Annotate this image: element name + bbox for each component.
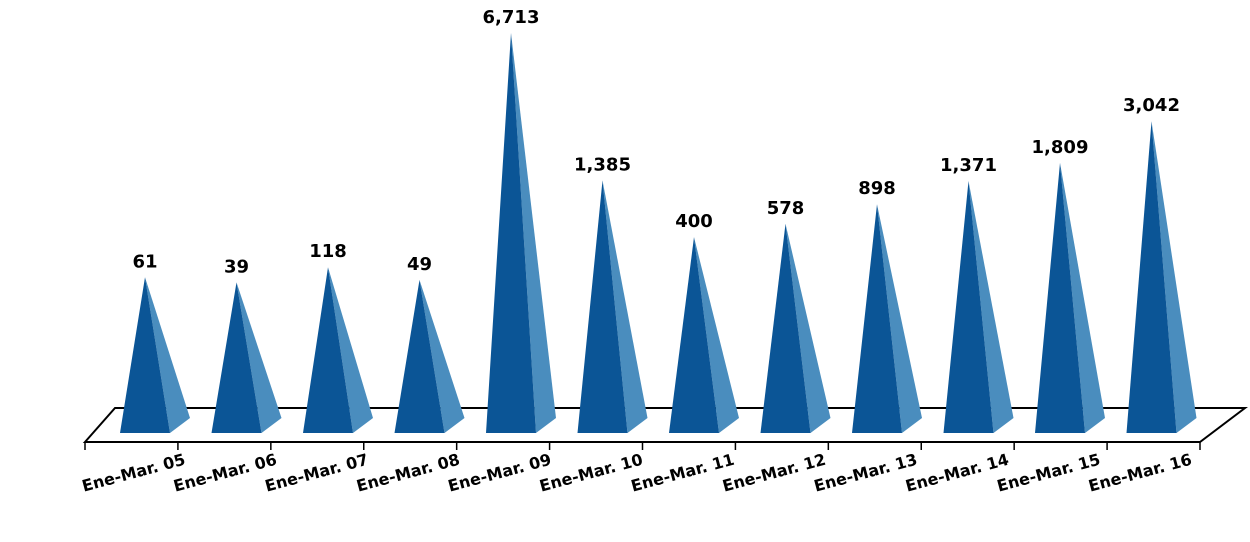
pyramid-side-face — [1060, 162, 1105, 434]
pyramid-bar — [303, 267, 373, 433]
pyramid-front-face — [211, 282, 262, 433]
data-label: 39 — [224, 256, 249, 277]
pyramid-side-face — [419, 279, 465, 433]
chart-floor — [82, 407, 1248, 450]
x-tick-label: Ene-Mar. 05 — [80, 450, 187, 496]
pyramid-front-face — [486, 33, 536, 433]
pyramid-side-face — [602, 180, 648, 433]
pyramid-side-face — [328, 267, 373, 433]
data-label: 400 — [675, 211, 713, 232]
pyramid-front-face — [943, 180, 994, 433]
pyramid-side-face — [1151, 121, 1197, 434]
pyramid-bar — [211, 282, 282, 433]
x-tick-label: Ene-Mar. 13 — [812, 450, 919, 496]
pyramid-bar — [394, 279, 465, 433]
pyramid-side-face — [785, 223, 831, 433]
pyramid-bar — [486, 33, 556, 433]
pyramid-front-face — [852, 204, 902, 433]
pyramid-front-face — [1035, 162, 1085, 434]
data-label: 49 — [407, 254, 432, 275]
pyramid-bar — [943, 180, 1014, 433]
x-tick-label: Ene-Mar. 07 — [263, 450, 370, 496]
x-tick-label: Ene-Mar. 15 — [995, 450, 1102, 496]
x-tick-label: Ene-Mar. 09 — [446, 450, 553, 496]
data-label: 1,809 — [1032, 137, 1089, 158]
data-label: 1,385 — [574, 154, 631, 175]
x-tick-label: Ene-Mar. 16 — [1086, 450, 1193, 496]
pyramid-front-face — [577, 180, 628, 433]
pyramid-bar — [120, 277, 190, 433]
pyramid-bar — [760, 223, 831, 433]
data-label: 118 — [309, 241, 347, 262]
pyramid-side-face — [236, 282, 282, 433]
pyramid-front-face — [120, 277, 170, 433]
data-label: 6,713 — [483, 7, 540, 28]
data-label: 61 — [132, 251, 157, 272]
pyramid-side-face — [877, 204, 922, 433]
x-tick-label: Ene-Mar. 08 — [354, 450, 461, 496]
pyramid-side-face — [511, 33, 556, 433]
pyramid-front-face — [1126, 121, 1177, 434]
pyramid-front-face — [303, 267, 353, 433]
pyramid-front-face — [394, 279, 445, 433]
data-label: 3,042 — [1123, 95, 1180, 116]
pyramid-side-face — [145, 277, 190, 433]
pyramid-side-face — [694, 237, 739, 433]
data-label: 1,371 — [940, 155, 997, 176]
data-label: 578 — [767, 198, 805, 219]
pyramid-bar — [852, 204, 922, 433]
x-tick-label: Ene-Mar. 10 — [537, 450, 644, 496]
x-tick-label: Ene-Mar. 14 — [903, 450, 1010, 496]
data-label: 898 — [858, 178, 896, 199]
x-tick-label: Ene-Mar. 11 — [629, 450, 736, 496]
pyramid-bar — [577, 180, 648, 433]
pyramid-bar — [1126, 121, 1197, 434]
pyramid-side-face — [968, 180, 1014, 433]
pyramid-front-face — [760, 223, 811, 433]
pyramid-bar — [669, 237, 739, 433]
pyramid-bar — [1035, 162, 1105, 434]
value-labels: 61 39 118 49 6,713 1,385 400 578 898 1,371 1,809 3,… — [132, 7, 1180, 277]
x-tick-label: Ene-Mar. 06 — [171, 450, 278, 496]
pyramid-front-face — [669, 237, 719, 433]
x-tick-label: Ene-Mar. 12 — [720, 450, 827, 496]
pyramid-series — [120, 33, 1197, 434]
